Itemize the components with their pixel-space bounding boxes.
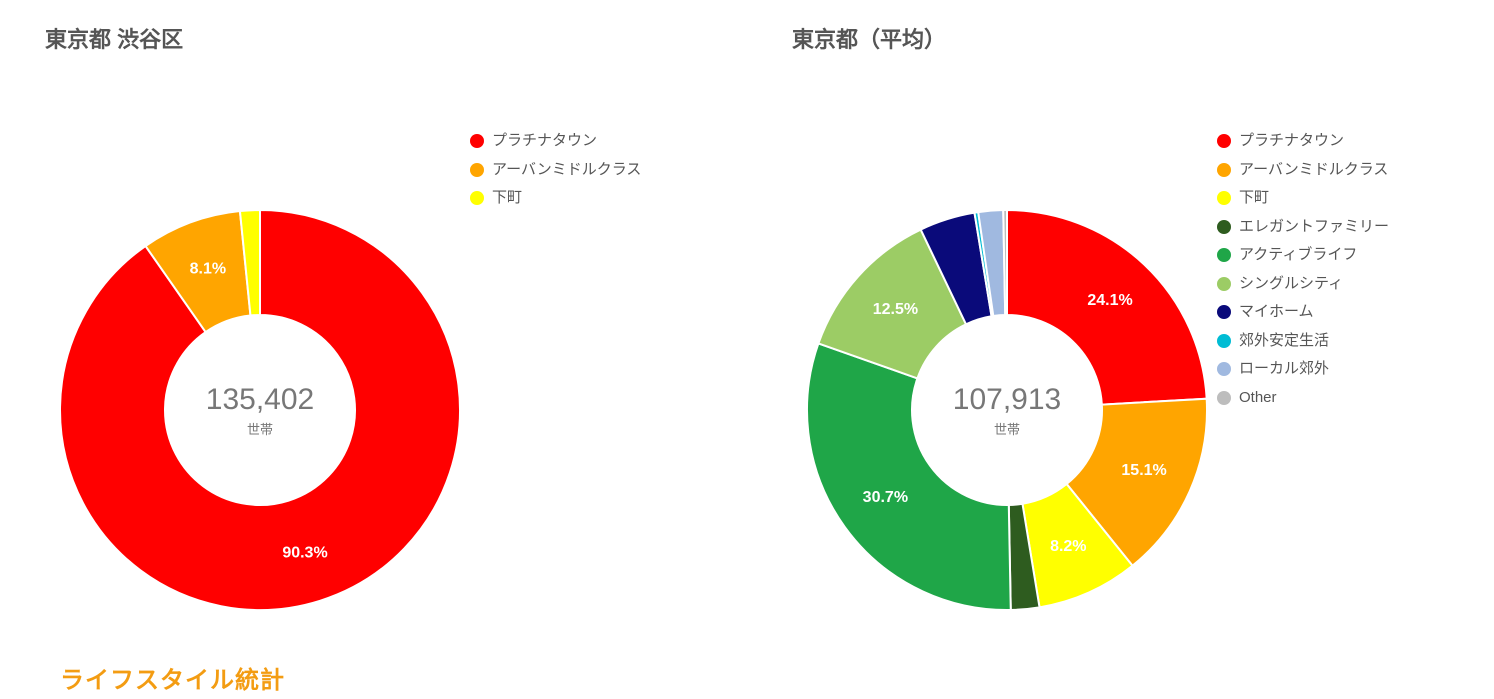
donut-svg: 24.1% 15.1% 8.2% 30.7% 12.5%: [807, 210, 1207, 610]
legend-item[interactable]: Other: [1217, 387, 1467, 410]
legend-item[interactable]: マイホーム: [1217, 301, 1467, 324]
legend-label: アーバンミドルクラス: [492, 159, 641, 182]
slice-label: 24.1%: [1087, 292, 1132, 309]
slice-label: 15.1%: [1121, 462, 1166, 479]
legend-item[interactable]: アクティブライフ: [1217, 244, 1467, 267]
slice-label: 8.2%: [1050, 538, 1086, 555]
legend-swatch-icon: [1217, 220, 1231, 234]
legend-label: ローカル郊外: [1239, 358, 1329, 381]
legend-swatch-icon: [470, 191, 484, 205]
legend-swatch-icon: [1217, 134, 1231, 148]
legend-swatch-icon: [470, 163, 484, 177]
legend-label: プラチナタウン: [1239, 130, 1344, 153]
legend-label: プラチナタウン: [492, 130, 597, 153]
legend-item[interactable]: アーバンミドルクラス: [470, 159, 720, 182]
donut-chart: 90.3%8.1% 135,402 世帯: [60, 210, 460, 610]
legend: プラチナタウンアーバンミドルクラス下町エレガントファミリーアクティブライフシング…: [1217, 130, 1467, 415]
legend-swatch-icon: [470, 134, 484, 148]
legend-swatch-icon: [1217, 191, 1231, 205]
legend-item[interactable]: アーバンミドルクラス: [1217, 159, 1467, 182]
legend-label: 郊外安定生活: [1239, 330, 1329, 353]
legend-swatch-icon: [1217, 277, 1231, 291]
slice-label: 30.7%: [863, 489, 908, 506]
panel-title: 東京都 渋谷区: [45, 22, 183, 54]
footer-heading: ライフスタイル統計: [60, 660, 285, 695]
legend-swatch-icon: [1217, 163, 1231, 177]
legend-swatch-icon: [1217, 248, 1231, 262]
legend-label: 下町: [1239, 187, 1269, 210]
slice-label: 8.1%: [190, 261, 226, 278]
donut-chart: 24.1%15.1%8.2%30.7%12.5% 107,913 世帯: [807, 210, 1207, 610]
legend-label: エレガントファミリー: [1239, 216, 1389, 239]
legend-label: アーバンミドルクラス: [1239, 159, 1388, 182]
legend-item[interactable]: プラチナタウン: [1217, 130, 1467, 153]
legend: プラチナタウンアーバンミドルクラス下町: [470, 130, 720, 216]
panel-title: 東京都（平均）: [792, 22, 946, 54]
slice-label: 12.5%: [873, 301, 918, 318]
legend-item[interactable]: プラチナタウン: [470, 130, 720, 153]
legend-swatch-icon: [1217, 391, 1231, 405]
slice-label: 90.3%: [282, 544, 327, 561]
donut-slice[interactable]: [807, 343, 1011, 610]
legend-swatch-icon: [1217, 305, 1231, 319]
legend-item[interactable]: シングルシティ: [1217, 273, 1467, 296]
legend-item[interactable]: 郊外安定生活: [1217, 330, 1467, 353]
donut-svg: 90.3% 8.1%: [60, 210, 460, 610]
legend-label: アクティブライフ: [1239, 244, 1357, 267]
legend-label: 下町: [492, 187, 522, 210]
legend-swatch-icon: [1217, 362, 1231, 376]
legend-label: マイホーム: [1239, 301, 1314, 324]
legend-label: シングルシティ: [1239, 273, 1343, 296]
legend-item[interactable]: 下町: [470, 187, 720, 210]
legend-item[interactable]: 下町: [1217, 187, 1467, 210]
legend-label: Other: [1239, 387, 1277, 410]
legend-item[interactable]: ローカル郊外: [1217, 358, 1467, 381]
legend-item[interactable]: エレガントファミリー: [1217, 216, 1467, 239]
legend-swatch-icon: [1217, 334, 1231, 348]
page: 東京都 渋谷区 90.3%8.1% 135,402 世帯 プラチナタウンアーバン…: [0, 0, 1494, 699]
